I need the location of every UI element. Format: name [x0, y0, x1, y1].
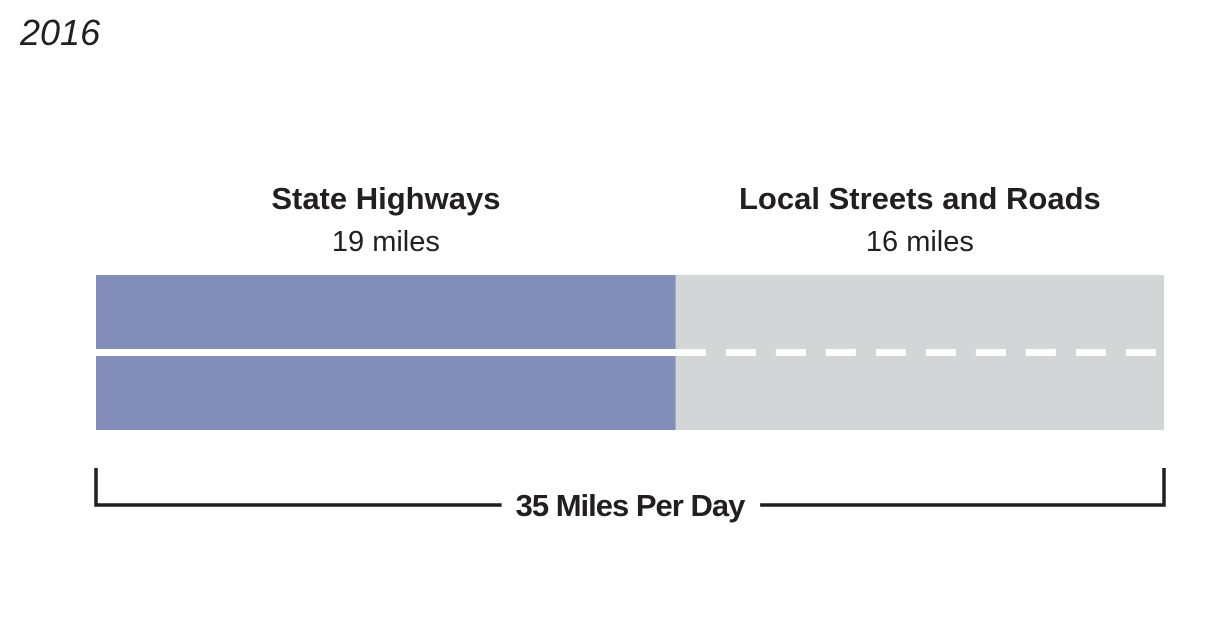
total-label: 35 Miles Per Day [516, 488, 746, 523]
segment-name: State Highways [271, 181, 500, 216]
segment-name: Local Streets and Roads [739, 181, 1101, 216]
chart-title: 2016 [19, 12, 101, 53]
bracket [760, 468, 1166, 507]
value-label: 16 miles [866, 226, 974, 258]
bracket [94, 468, 502, 507]
value-label: 19 miles [332, 226, 440, 258]
